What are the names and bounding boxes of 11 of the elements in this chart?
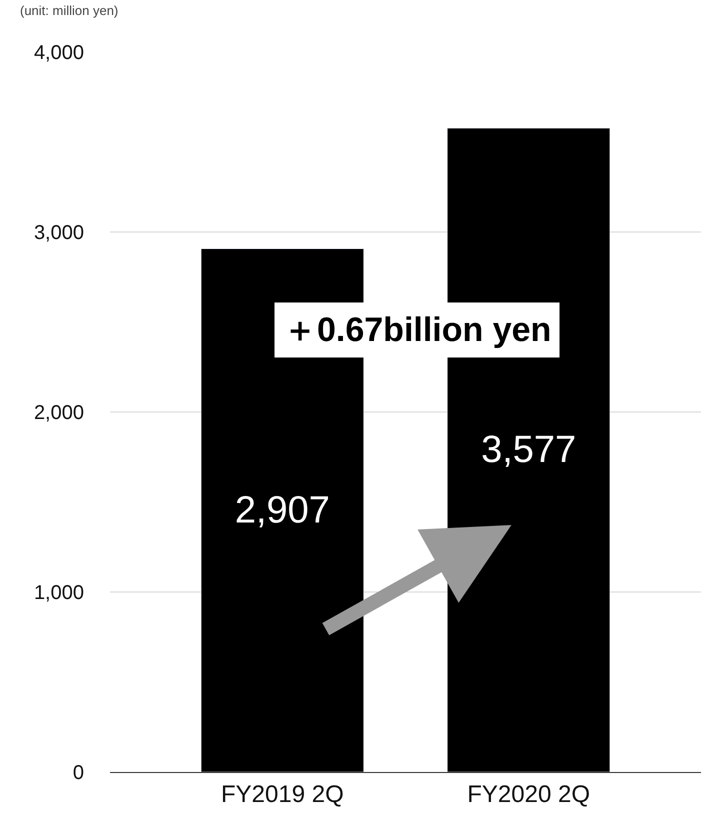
annotation: ＋0.67billion yen (283, 311, 552, 349)
data-label: 2,907 (234, 489, 330, 532)
x-tick-label: FY2019 2Q (221, 780, 344, 808)
y-tick-label: 3,000 (34, 222, 84, 244)
data-label: 3,577 (481, 429, 576, 472)
y-tick-label: 1,000 (34, 582, 84, 604)
text: (unit: million yen) (20, 3, 118, 18)
y-tick-label: 2,000 (34, 402, 84, 424)
y-tick-label: 4,000 (34, 42, 84, 64)
x-tick-label: FY2020 2Q (467, 780, 590, 808)
y-tick-label: 0 (72, 762, 84, 784)
